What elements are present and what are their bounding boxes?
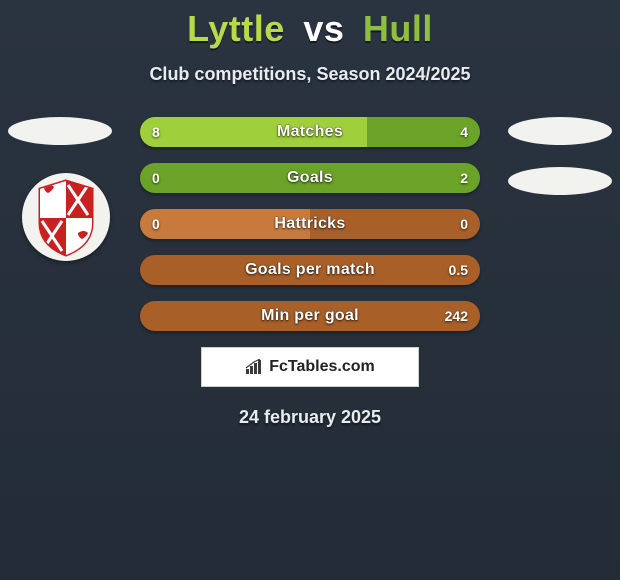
stat-row-goals: Goals0 2: [140, 163, 480, 193]
stat-value-right: 0: [460, 209, 468, 239]
stat-value-right: 242: [445, 301, 468, 331]
stat-row-hattricks: Hattricks0 0: [140, 209, 480, 239]
stat-row-min-per-goal: Min per goal242: [140, 301, 480, 331]
player1-name: Lyttle: [187, 8, 285, 49]
brand-chart-icon: [245, 359, 263, 375]
stat-label: Matches: [140, 117, 480, 147]
stat-row-goals-per-match: Goals per match0.5: [140, 255, 480, 285]
stat-row-matches: Matches8 4: [140, 117, 480, 147]
stat-bars: Matches84Goals02Hattricks00Goals per mat…: [140, 117, 480, 331]
right-marker-oval-1: [508, 117, 612, 145]
stat-value-left: 0: [152, 163, 160, 193]
stat-label: Goals: [140, 163, 480, 193]
stat-value-left: 0: [152, 209, 160, 239]
date-text: 24 february 2025: [16, 407, 604, 428]
stat-value-left: 8: [152, 117, 160, 147]
vs-text: vs: [303, 8, 344, 49]
left-marker-oval-1: [8, 117, 112, 145]
stat-value-right: 2: [460, 163, 468, 193]
subtitle: Club competitions, Season 2024/2025: [0, 64, 620, 85]
brand-text: FcTables.com: [269, 358, 375, 376]
stat-label: Hattricks: [140, 209, 480, 239]
club-shield-icon: [22, 173, 110, 261]
brand-box[interactable]: FcTables.com: [201, 347, 419, 387]
stat-value-right: 0.5: [449, 255, 468, 285]
page-title: Lyttle vs Hull: [0, 0, 620, 50]
stat-value-right: 4: [460, 117, 468, 147]
right-marker-oval-2: [508, 167, 612, 195]
comparison-container: Matches84Goals02Hattricks00Goals per mat…: [0, 117, 620, 428]
stat-label: Min per goal: [140, 301, 480, 331]
player2-name: Hull: [363, 8, 433, 49]
stat-label: Goals per match: [140, 255, 480, 285]
